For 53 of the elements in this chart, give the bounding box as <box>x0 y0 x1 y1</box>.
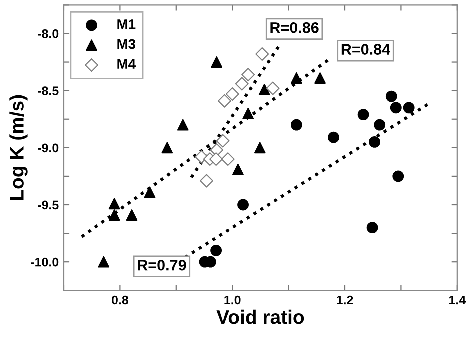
point <box>235 77 249 91</box>
point <box>126 210 138 221</box>
y-tick-label: -9.0 <box>38 144 59 153</box>
legend-label: M4 <box>118 59 136 69</box>
point <box>242 108 254 120</box>
x-tick-label: 1.2 <box>337 296 354 305</box>
point <box>358 109 370 121</box>
y-tick-label: -8.5 <box>38 86 59 96</box>
annotation: R=0.84 <box>342 44 391 55</box>
point <box>226 87 240 102</box>
point <box>210 152 224 166</box>
x-tick-label: 1.4 <box>450 296 466 305</box>
point <box>108 198 120 210</box>
point <box>314 72 326 84</box>
point <box>258 84 270 96</box>
point <box>266 82 280 96</box>
point <box>216 134 230 148</box>
legend-label: M3 <box>118 39 136 50</box>
y-tick-label: -9.5 <box>38 200 59 210</box>
point <box>210 244 222 256</box>
point <box>221 152 235 166</box>
point <box>200 174 214 188</box>
legend-label: M1 <box>118 20 136 30</box>
point <box>254 142 266 154</box>
annotation: R=0.86 <box>270 22 319 34</box>
point <box>232 164 244 176</box>
point <box>290 119 302 131</box>
point <box>144 186 156 198</box>
point <box>386 90 398 102</box>
point <box>238 199 249 211</box>
point <box>366 222 378 234</box>
point <box>374 119 386 131</box>
y-tick-label: -10.0 <box>31 258 59 267</box>
point <box>290 72 302 84</box>
point <box>98 256 110 268</box>
point <box>177 119 189 131</box>
point <box>256 48 270 62</box>
point <box>218 94 232 108</box>
y-axis-title: Log K (m/s) <box>10 95 28 200</box>
y-tick-label: -8.0 <box>38 30 59 38</box>
point <box>108 210 120 221</box>
point <box>162 142 174 154</box>
x-axis-title: Void ratio <box>216 310 304 324</box>
point <box>403 102 415 114</box>
point <box>392 170 404 182</box>
point <box>390 102 402 114</box>
point <box>211 56 223 68</box>
annotation: R=0.79 <box>138 260 186 271</box>
x-tick-label: 0.8 <box>112 296 128 305</box>
point <box>328 132 340 144</box>
point <box>369 136 380 148</box>
point <box>242 68 256 82</box>
x-tick-label: 1.0 <box>224 296 241 305</box>
